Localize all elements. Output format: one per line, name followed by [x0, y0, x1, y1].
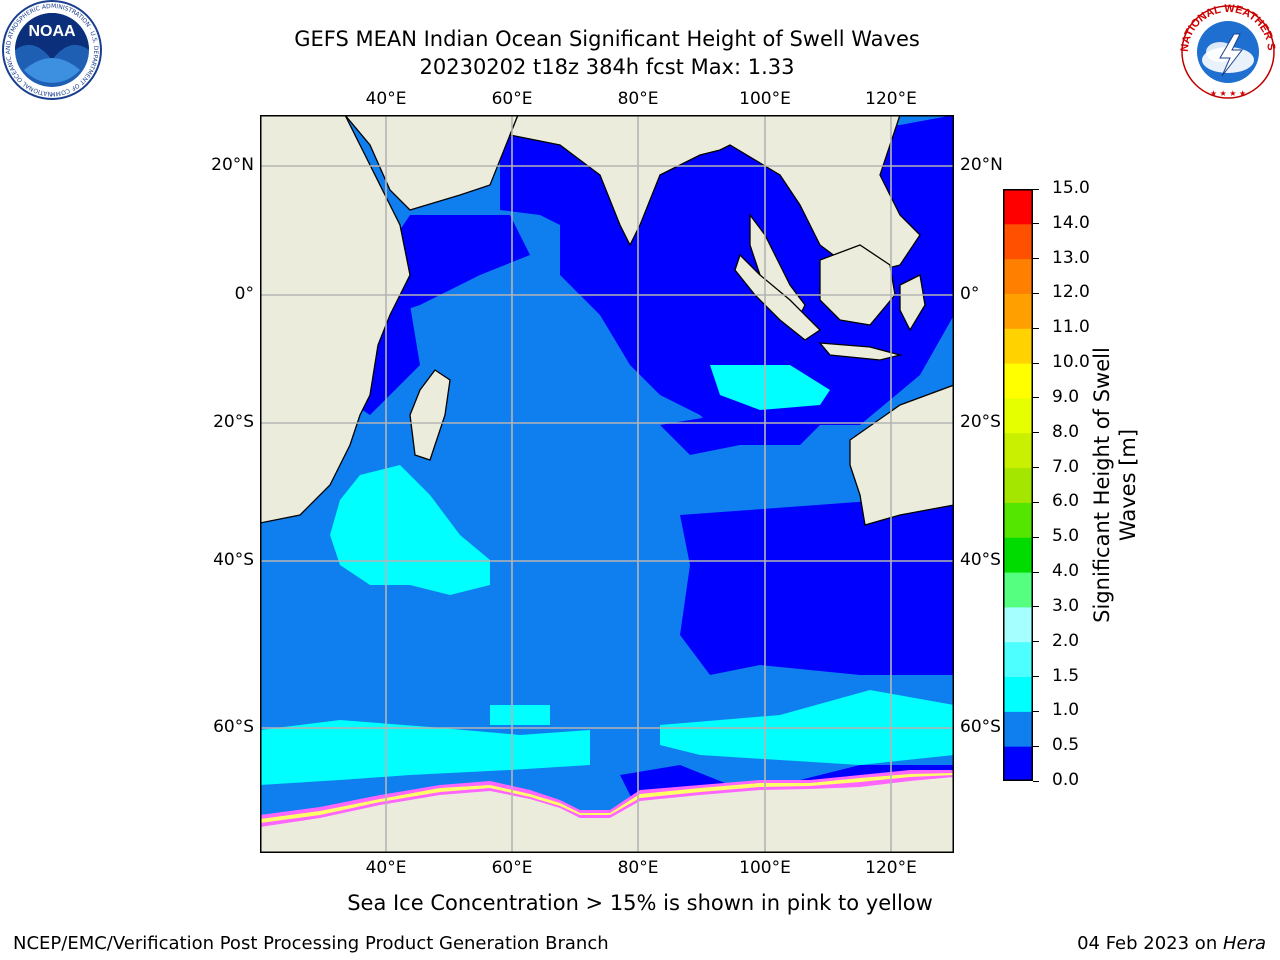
colorbar-tick-label: 4.0 [1052, 561, 1080, 582]
colorbar-tick [1033, 397, 1039, 399]
lat-label-left: 20°S [213, 412, 254, 432]
lat-label-left: 60°S [213, 717, 254, 737]
colorbar-tick [1033, 641, 1039, 643]
colorbar-tick [1033, 258, 1039, 260]
colorbar-tick-label: 8.0 [1052, 421, 1080, 442]
colorbar-title-line2: Waves [m] [1116, 428, 1140, 542]
colorbar [1003, 189, 1033, 781]
colorbar-tick [1033, 606, 1039, 608]
colorbar-tick-label: 1.0 [1052, 700, 1080, 721]
colorbar-segment [1003, 363, 1033, 399]
colorbar-tick [1033, 223, 1039, 225]
colorbar-tick [1033, 292, 1039, 294]
lon-label-top: 80°E [617, 89, 659, 109]
lat-label-left: 20°N [211, 155, 254, 175]
swell-1.0-1.5-regions [260, 365, 954, 785]
colorbar-segment [1003, 537, 1033, 573]
sea-ice-caption: Sea Ice Concentration > 15% is shown in … [347, 891, 933, 915]
colorbar-tick [1033, 432, 1039, 434]
noaa-logo-text: NOAA [28, 23, 76, 40]
colorbar-tick-label: 0.5 [1052, 735, 1080, 756]
lat-label-right: 60°S [960, 717, 1001, 737]
lon-label-top: 120°E [865, 89, 917, 109]
colorbar-tick-label: 9.0 [1052, 386, 1080, 407]
footer-date-text: 04 Feb 2023 on [1077, 933, 1223, 954]
lon-label-top: 60°E [491, 89, 533, 109]
colorbar-segment [1003, 676, 1033, 712]
colorbar-segment [1003, 432, 1033, 469]
colorbar-tick [1033, 676, 1039, 678]
colorbar-tick [1033, 745, 1039, 747]
lon-label-bottom: 120°E [865, 858, 917, 878]
colorbar-tick-label: 6.0 [1052, 491, 1080, 512]
lon-label-bottom: 80°E [617, 858, 659, 878]
lat-label-right: 40°S [960, 550, 1001, 570]
colorbar-tick-label: 7.0 [1052, 456, 1080, 477]
lon-label-bottom: 100°E [739, 858, 791, 878]
colorbar-segment [1003, 397, 1033, 434]
map-border [260, 115, 954, 853]
colorbar-segment [1003, 293, 1033, 329]
colorbar-segment [1003, 223, 1033, 260]
indian-ocean-map [260, 115, 954, 853]
sea-ice-band [260, 770, 954, 827]
colorbar-tick-label: 5.0 [1052, 526, 1080, 547]
colorbar-tick-label: 0.0 [1052, 770, 1080, 790]
map-subtitle: 20230202 t18z 384h fcst Max: 1.33 [419, 55, 795, 79]
colorbar-tick [1033, 501, 1039, 503]
footer-host: Hera [1222, 933, 1266, 954]
colorbar-segment [1003, 572, 1033, 608]
lat-label-right: 0° [960, 284, 980, 304]
svg-text:★ ★ ★ ★: ★ ★ ★ ★ [1210, 89, 1246, 98]
colorbar-segment [1003, 328, 1033, 364]
lat-label-right: 20°N [960, 155, 1003, 175]
lat-label-left: 40°S [213, 550, 254, 570]
footer-branch: NCEP/EMC/Verification Post Processing Pr… [13, 933, 609, 954]
colorbar-tick-label: 3.0 [1052, 595, 1080, 616]
colorbar-segment [1003, 711, 1033, 747]
map-title: GEFS MEAN Indian Ocean Significant Heigh… [294, 27, 920, 51]
colorbar-tick [1033, 710, 1039, 712]
colorbar-segment [1003, 467, 1033, 503]
colorbar-tick-label: 12.0 [1052, 282, 1090, 303]
colorbar-segment [1003, 502, 1033, 538]
colorbar-tick-label: 13.0 [1052, 247, 1090, 268]
colorbar-segment [1003, 746, 1033, 781]
nws-logo: NATIONAL WEATHER SERVICE ★ ★ ★ ★ [1176, 0, 1277, 99]
lon-label-top: 100°E [739, 89, 791, 109]
colorbar-segment [1003, 189, 1033, 225]
colorbar-tick [1033, 571, 1039, 573]
colorbar-tick [1033, 467, 1039, 469]
colorbar-tick [1033, 780, 1039, 782]
colorbar-tick-label: 10.0 [1052, 352, 1090, 373]
lat-label-left: 0° [234, 284, 254, 304]
colorbar-tick [1033, 362, 1039, 364]
colorbar-tick-label: 14.0 [1052, 212, 1090, 233]
colorbar-tick-label: 15.0 [1052, 178, 1090, 198]
colorbar-tick-label: 2.0 [1052, 630, 1080, 651]
land-masses [260, 115, 954, 853]
lat-label-right: 20°S [960, 412, 1001, 432]
colorbar-title: Significant Height of Swell Waves [m] [1089, 275, 1141, 695]
lon-label-bottom: 60°E [491, 858, 533, 878]
colorbar-segment [1003, 258, 1033, 294]
lon-label-top: 40°E [365, 89, 407, 109]
colorbar-segment [1003, 641, 1033, 678]
colorbar-tick-label: 1.5 [1052, 665, 1080, 686]
footer-date: 04 Feb 2023 on Hera [1077, 933, 1266, 954]
lon-label-bottom: 40°E [365, 858, 407, 878]
colorbar-title-line1: Significant Height of Swell [1090, 347, 1114, 623]
colorbar-tick [1033, 327, 1039, 329]
noaa-logo: NOAA NATIONAL OCEANIC AND ATMOSPHERIC AD… [0, 0, 102, 100]
colorbar-tick [1033, 536, 1039, 538]
colorbar-tick [1033, 188, 1039, 190]
graticule [260, 115, 954, 853]
colorbar-segment [1003, 606, 1033, 643]
colorbar-tick-label: 11.0 [1052, 317, 1090, 338]
